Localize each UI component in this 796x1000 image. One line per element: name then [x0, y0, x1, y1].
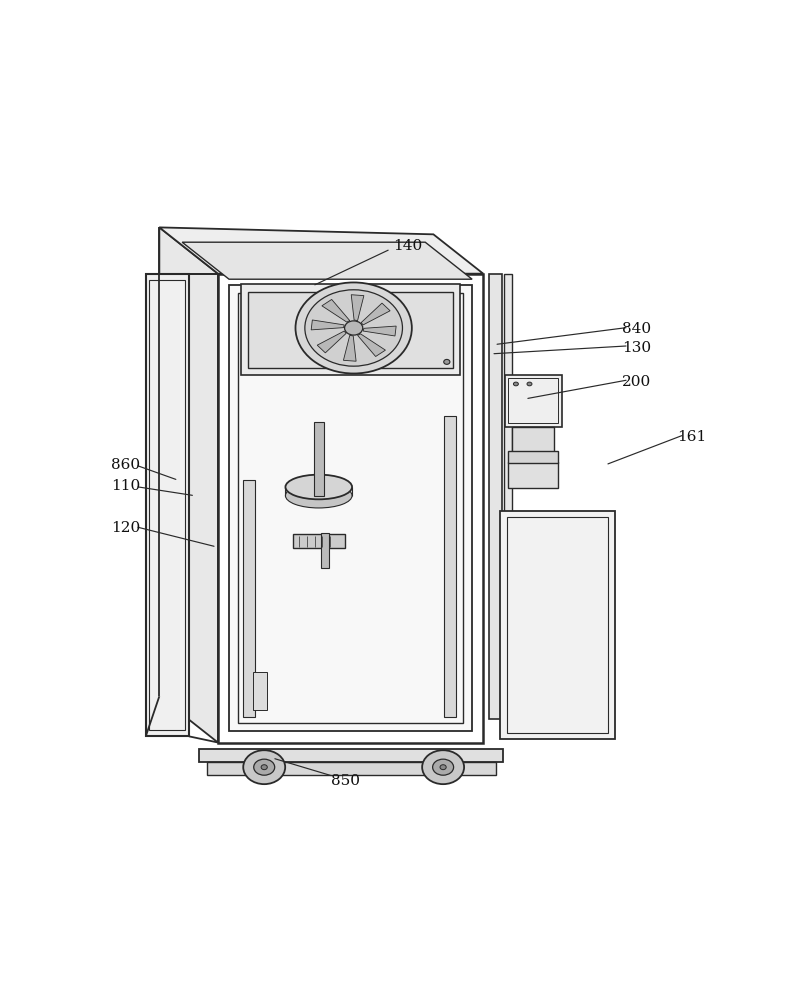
Ellipse shape: [443, 359, 450, 364]
Bar: [238, 293, 463, 723]
Ellipse shape: [295, 282, 412, 374]
Bar: [207, 762, 496, 775]
Ellipse shape: [305, 290, 403, 366]
Polygon shape: [311, 320, 344, 330]
Text: 120: 120: [111, 521, 140, 535]
Text: 860: 860: [111, 458, 140, 472]
Polygon shape: [351, 295, 364, 321]
Bar: [512, 427, 554, 452]
Bar: [248, 292, 453, 368]
Text: 200: 200: [622, 375, 651, 389]
Bar: [218, 274, 483, 743]
Ellipse shape: [254, 759, 275, 775]
Polygon shape: [318, 331, 346, 353]
Ellipse shape: [261, 765, 267, 770]
Bar: [508, 378, 559, 423]
Polygon shape: [343, 335, 356, 361]
Ellipse shape: [244, 750, 285, 784]
Ellipse shape: [345, 321, 363, 335]
Polygon shape: [361, 303, 390, 325]
Bar: [501, 511, 615, 739]
Ellipse shape: [513, 382, 518, 386]
Text: 161: 161: [677, 430, 706, 444]
Ellipse shape: [286, 483, 352, 508]
Bar: [240, 284, 460, 375]
Bar: [293, 534, 345, 548]
Ellipse shape: [440, 765, 447, 770]
Polygon shape: [159, 227, 483, 274]
Bar: [314, 422, 324, 496]
Text: 110: 110: [111, 479, 140, 493]
Polygon shape: [363, 326, 396, 336]
Text: 850: 850: [330, 774, 360, 788]
Bar: [506, 517, 608, 733]
Ellipse shape: [286, 475, 352, 499]
Bar: [508, 451, 559, 463]
Bar: [322, 533, 330, 568]
Text: 140: 140: [393, 239, 423, 253]
Bar: [504, 274, 512, 719]
Polygon shape: [159, 227, 218, 743]
Polygon shape: [322, 299, 349, 322]
Bar: [490, 274, 501, 719]
Text: 840: 840: [622, 322, 651, 336]
Bar: [146, 274, 189, 736]
Polygon shape: [182, 242, 472, 279]
Ellipse shape: [422, 750, 464, 784]
Ellipse shape: [527, 382, 532, 386]
Bar: [253, 672, 267, 710]
Bar: [229, 285, 472, 731]
Bar: [150, 280, 185, 730]
Bar: [218, 274, 483, 743]
Bar: [200, 749, 503, 762]
Text: 130: 130: [622, 341, 651, 355]
Bar: [243, 480, 255, 717]
Bar: [505, 375, 561, 427]
Ellipse shape: [432, 759, 454, 775]
Bar: [443, 416, 456, 717]
Bar: [508, 462, 559, 488]
Polygon shape: [357, 334, 385, 357]
